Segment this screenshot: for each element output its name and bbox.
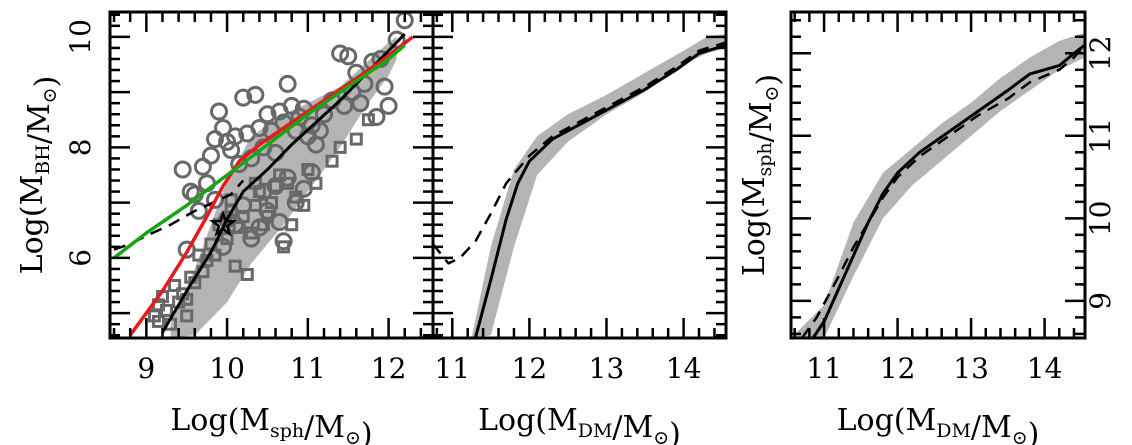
circle-point	[246, 85, 265, 104]
axes-frame	[431, 10, 728, 340]
x-tick-label: 14	[1027, 352, 1063, 385]
star-marker	[209, 209, 238, 237]
x-tick-label: 11	[806, 352, 842, 385]
y-axis-label: Log(MBH/M⊙)	[15, 76, 64, 275]
plot-area	[791, 32, 1085, 338]
circle-point	[339, 47, 358, 66]
square-point	[160, 303, 174, 317]
circle-point	[210, 102, 229, 121]
panel-bh-vs-sph: 9 10 11 12 6 8 10 Log(Msph/M⊙) Log(MBH/M⊙)	[15, 10, 435, 445]
x-tick-label: 9	[137, 352, 155, 385]
square-point	[180, 309, 194, 323]
circle-point	[302, 163, 321, 182]
circle-point	[201, 146, 220, 165]
x-tick-label: 13	[589, 352, 625, 385]
x-axis-label: Log(MDM/M⊙)	[837, 403, 1040, 445]
circle-point	[177, 240, 196, 259]
circle-point	[226, 127, 245, 146]
red-line	[128, 35, 414, 337]
circle-point	[266, 177, 285, 196]
circle-point	[205, 190, 224, 209]
circle-point	[375, 77, 394, 96]
circle-point	[258, 201, 277, 220]
x-tick-label: 12	[371, 352, 407, 385]
x-axis-label: Log(MDM/M⊙)	[478, 403, 681, 445]
circle-point	[294, 179, 313, 198]
x-tick-label: 11	[290, 352, 326, 385]
y-axis-label: Log(Msph/M⊙)	[737, 74, 786, 276]
square-point	[349, 132, 363, 146]
green-line	[112, 43, 406, 260]
solid-line	[811, 43, 1085, 338]
axes-frame	[789, 10, 1087, 340]
x-axis-label: Log(Msph/M⊙)	[170, 403, 372, 445]
y-tick-label: 6	[64, 249, 97, 267]
plot-area	[433, 34, 726, 338]
circle-point	[173, 160, 192, 179]
circle-point	[234, 88, 253, 107]
panel-bh-vs-dm: 11 12 13 14 Log(MDM/M⊙)	[431, 10, 728, 445]
dashed-line	[800, 44, 1085, 338]
x-tick-label: 10	[209, 352, 245, 385]
x-tick-label: 13	[953, 352, 989, 385]
scatter-band	[791, 32, 1085, 338]
circle-point	[270, 212, 289, 231]
circle-point	[189, 201, 208, 220]
circle-point	[314, 105, 333, 124]
circle-point	[250, 218, 269, 237]
x-tick-label: 11	[434, 352, 470, 385]
scatter-band	[471, 34, 726, 338]
x-tick-label: 12	[880, 352, 916, 385]
circle-point	[310, 121, 329, 140]
circle-point	[258, 105, 277, 124]
dashed-line	[433, 41, 726, 265]
x-tick-label: 14	[666, 352, 702, 385]
solid-line	[473, 43, 726, 338]
square-point	[228, 259, 242, 273]
plot-area	[112, 12, 414, 338]
circle-point	[335, 96, 354, 115]
square-point	[151, 314, 165, 328]
circle-point	[250, 119, 269, 138]
y-tick-label: 12	[1084, 35, 1117, 71]
y-tick-label: 9	[1084, 292, 1117, 310]
square-point	[240, 267, 254, 281]
y-tick-label: 11	[1084, 118, 1117, 154]
square-point	[333, 140, 347, 154]
x-tick-label: 12	[512, 352, 548, 385]
circle-point	[379, 96, 398, 115]
circle-point	[331, 44, 350, 63]
circle-point	[274, 232, 293, 251]
y-tick-label: 10	[64, 19, 97, 55]
circle-point	[214, 237, 233, 256]
y-tick-label: 10	[1084, 201, 1117, 237]
circle-point	[351, 94, 370, 113]
y-tick-label: 8	[64, 138, 97, 156]
square-point	[168, 279, 182, 293]
circle-point	[278, 74, 297, 93]
circle-point	[278, 168, 297, 187]
panel-sph-vs-dm: 11 12 13 14 9 10 11 12 Log(MDM/M⊙) Log(Msph/M⊙)	[737, 10, 1117, 445]
circle-point	[286, 193, 305, 212]
square-point	[325, 154, 339, 168]
circle-point	[367, 107, 386, 126]
